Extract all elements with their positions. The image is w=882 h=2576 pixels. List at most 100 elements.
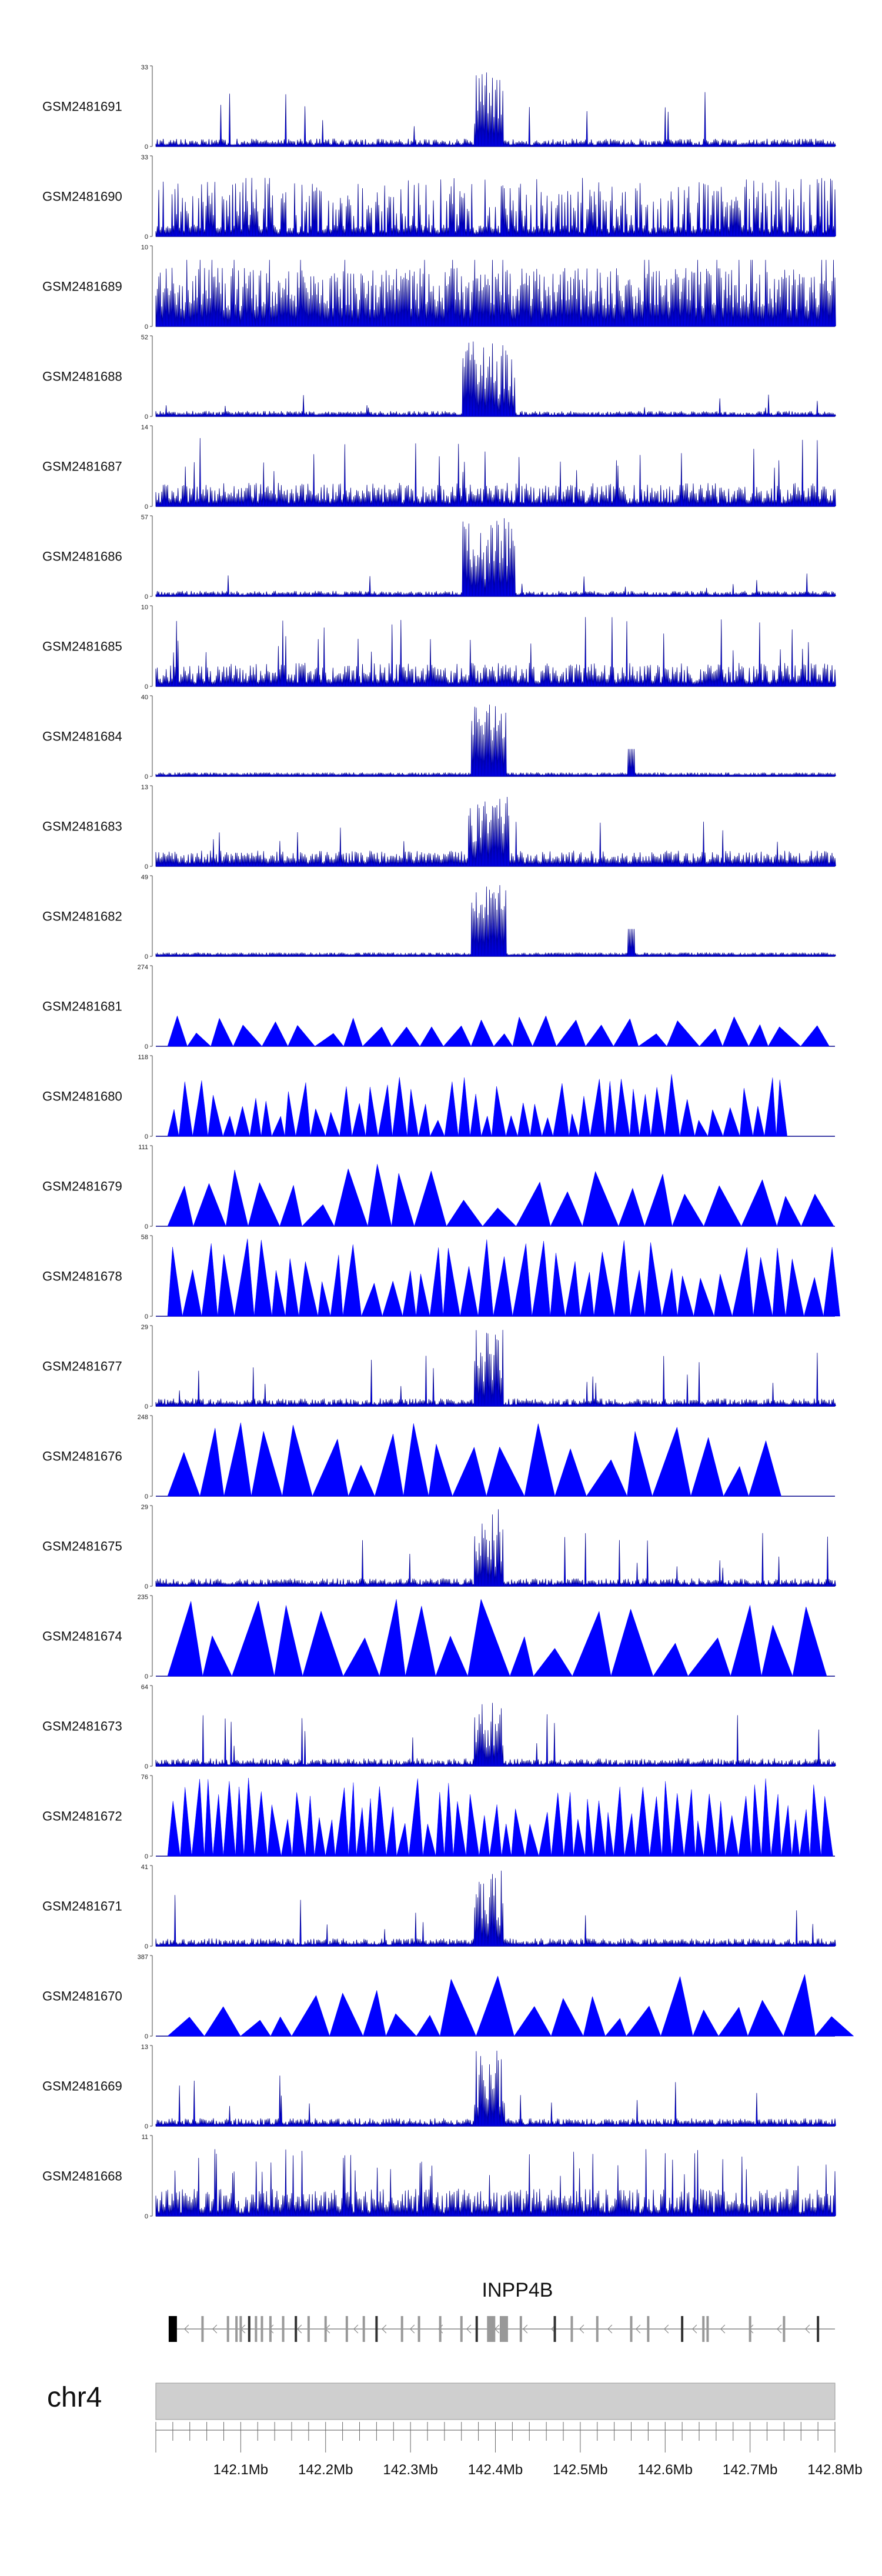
gene-exon (570, 2316, 573, 2342)
track-ymin-label: 0 (145, 2033, 148, 2040)
track-GSM2481671: GSM2481671 41 0 (42, 1864, 836, 1950)
gene-exon (499, 2316, 508, 2342)
track-label: GSM2481682 (42, 909, 122, 924)
gene-exon (362, 2316, 365, 2342)
track-GSM2481679: GSM2481679 111 0 (42, 1144, 835, 1230)
track-GSM2481678: GSM2481678 58 0 (42, 1234, 840, 1320)
track-ymax-label: 33 (141, 64, 148, 71)
track-ymin-label: 0 (145, 773, 148, 780)
track-coverage-area (155, 438, 836, 507)
track-GSM2481672: GSM2481672 76 0 (42, 1774, 835, 1860)
track-ymin-label: 0 (145, 863, 148, 870)
gene-exon (295, 2316, 298, 2342)
gene-exon (282, 2316, 285, 2342)
track-label: GSM2481684 (42, 729, 122, 744)
gene-exon (324, 2316, 327, 2342)
track-coverage-area (167, 1422, 781, 1497)
gene-exon (307, 2316, 310, 2342)
strand-arrow-icon (466, 2324, 472, 2334)
track-ymin-label: 0 (145, 233, 148, 241)
track-ymin-label: 0 (145, 323, 148, 331)
track-ymax-label: 387 (138, 1954, 148, 1961)
track-ymin-label: 0 (145, 953, 148, 960)
track-GSM2481668: GSM2481668 11 0 (42, 2134, 836, 2220)
track-ymax-label: 29 (141, 1504, 148, 1511)
strand-arrow-icon (212, 2324, 218, 2334)
track-label: GSM2481686 (42, 549, 122, 564)
track-coverage-area (155, 259, 836, 327)
track-coverage-area (167, 1777, 833, 1857)
track-GSM2481683: GSM2481683 13 0 (42, 784, 836, 870)
gene-exon (201, 2316, 204, 2342)
track-GSM2481676: GSM2481676 248 0 (42, 1414, 835, 1500)
track-ymax-label: 10 (141, 244, 148, 251)
track-GSM2481677: GSM2481677 29 0 (42, 1324, 836, 1410)
track-ymax-label: 10 (141, 604, 148, 611)
track-GSM2481682: GSM2481682 49 0 (42, 874, 836, 960)
track-label: GSM2481668 (42, 2169, 122, 2184)
track-ymin-label: 0 (145, 413, 148, 421)
gene-exon (269, 2316, 272, 2342)
track-ymax-label: 76 (141, 1774, 148, 1781)
gene-exon (783, 2316, 786, 2342)
track-label: GSM2481672 (42, 1809, 122, 1824)
gene-exon (417, 2316, 420, 2342)
track-coverage-area (155, 704, 836, 777)
track-GSM2481673: GSM2481673 64 0 (42, 1684, 836, 1770)
track-ymax-label: 57 (141, 514, 148, 521)
track-coverage-area (155, 885, 836, 957)
gene-exon (702, 2316, 705, 2342)
chromosome-label: chr4 (47, 2382, 102, 2413)
genome-axis-tick-label: 142.7Mb (723, 2462, 777, 2478)
track-coverage-area (167, 1599, 827, 1677)
track-label: GSM2481688 (42, 369, 122, 384)
track-coverage-area (155, 617, 836, 687)
strand-arrow-icon (382, 2324, 387, 2334)
track-ymin-label: 0 (145, 1313, 148, 1320)
gene-exon (817, 2316, 820, 2342)
track-ymax-label: 118 (138, 1054, 148, 1061)
chromosome-axis-track: chr4 142.1Mb 142.2Mb 142.3Mb 142.4Mb 142.5Mb… (47, 2382, 863, 2478)
track-GSM2481669: GSM2481669 13 0 (42, 2044, 836, 2130)
track-coverage-area (167, 1974, 854, 2037)
track-coverage-area (167, 1074, 787, 1137)
track-ymin-label: 0 (145, 1763, 148, 1770)
gene-exon (248, 2316, 250, 2342)
track-ymax-label: 40 (141, 694, 148, 701)
gene-exon (239, 2316, 242, 2342)
track-label: GSM2481685 (42, 639, 122, 654)
track-GSM2481681: GSM2481681 274 0 (42, 964, 835, 1050)
track-ymin-label: 0 (145, 1043, 148, 1050)
track-ymax-label: 52 (141, 334, 148, 341)
track-label: GSM2481674 (42, 1629, 122, 1644)
track-GSM2481687: GSM2481687 14 0 (42, 424, 836, 510)
track-GSM2481675: GSM2481675 29 0 (42, 1504, 836, 1590)
gene-exon (630, 2316, 633, 2342)
track-coverage-area (155, 72, 836, 147)
track-label: GSM2481671 (42, 1899, 122, 1914)
genome-axis-tick-label: 142.8Mb (807, 2462, 862, 2478)
track-GSM2481684: GSM2481684 40 0 (42, 694, 836, 780)
track-coverage-area (155, 341, 836, 417)
track-coverage-area (155, 1330, 836, 1407)
track-ymin-label: 0 (145, 2213, 148, 2220)
coverage-tracks: GSM2481691330GSM2481690330GSM2481689100G… (42, 64, 854, 2220)
strand-arrow-icon (184, 2324, 189, 2334)
track-label: GSM2481679 (42, 1179, 122, 1194)
track-label: GSM2481681 (42, 999, 122, 1014)
track-label: GSM2481677 (42, 1359, 122, 1374)
track-GSM2481680: GSM2481680 118 0 (42, 1054, 835, 1140)
strand-arrow-icon (664, 2324, 669, 2334)
track-coverage-area (167, 1015, 830, 1047)
gene-exon (706, 2316, 709, 2342)
track-GSM2481685: GSM2481685 10 0 (42, 604, 836, 690)
track-label: GSM2481689 (42, 279, 122, 294)
track-ymax-label: 41 (141, 1864, 148, 1871)
strand-arrow-icon (523, 2324, 528, 2334)
track-GSM2481686: GSM2481686 57 0 (42, 514, 836, 600)
track-label: GSM2481673 (42, 1719, 122, 1734)
track-coverage-area (155, 1703, 836, 1767)
track-label: GSM2481669 (42, 2079, 122, 2094)
track-label: GSM2481675 (42, 1539, 122, 1554)
